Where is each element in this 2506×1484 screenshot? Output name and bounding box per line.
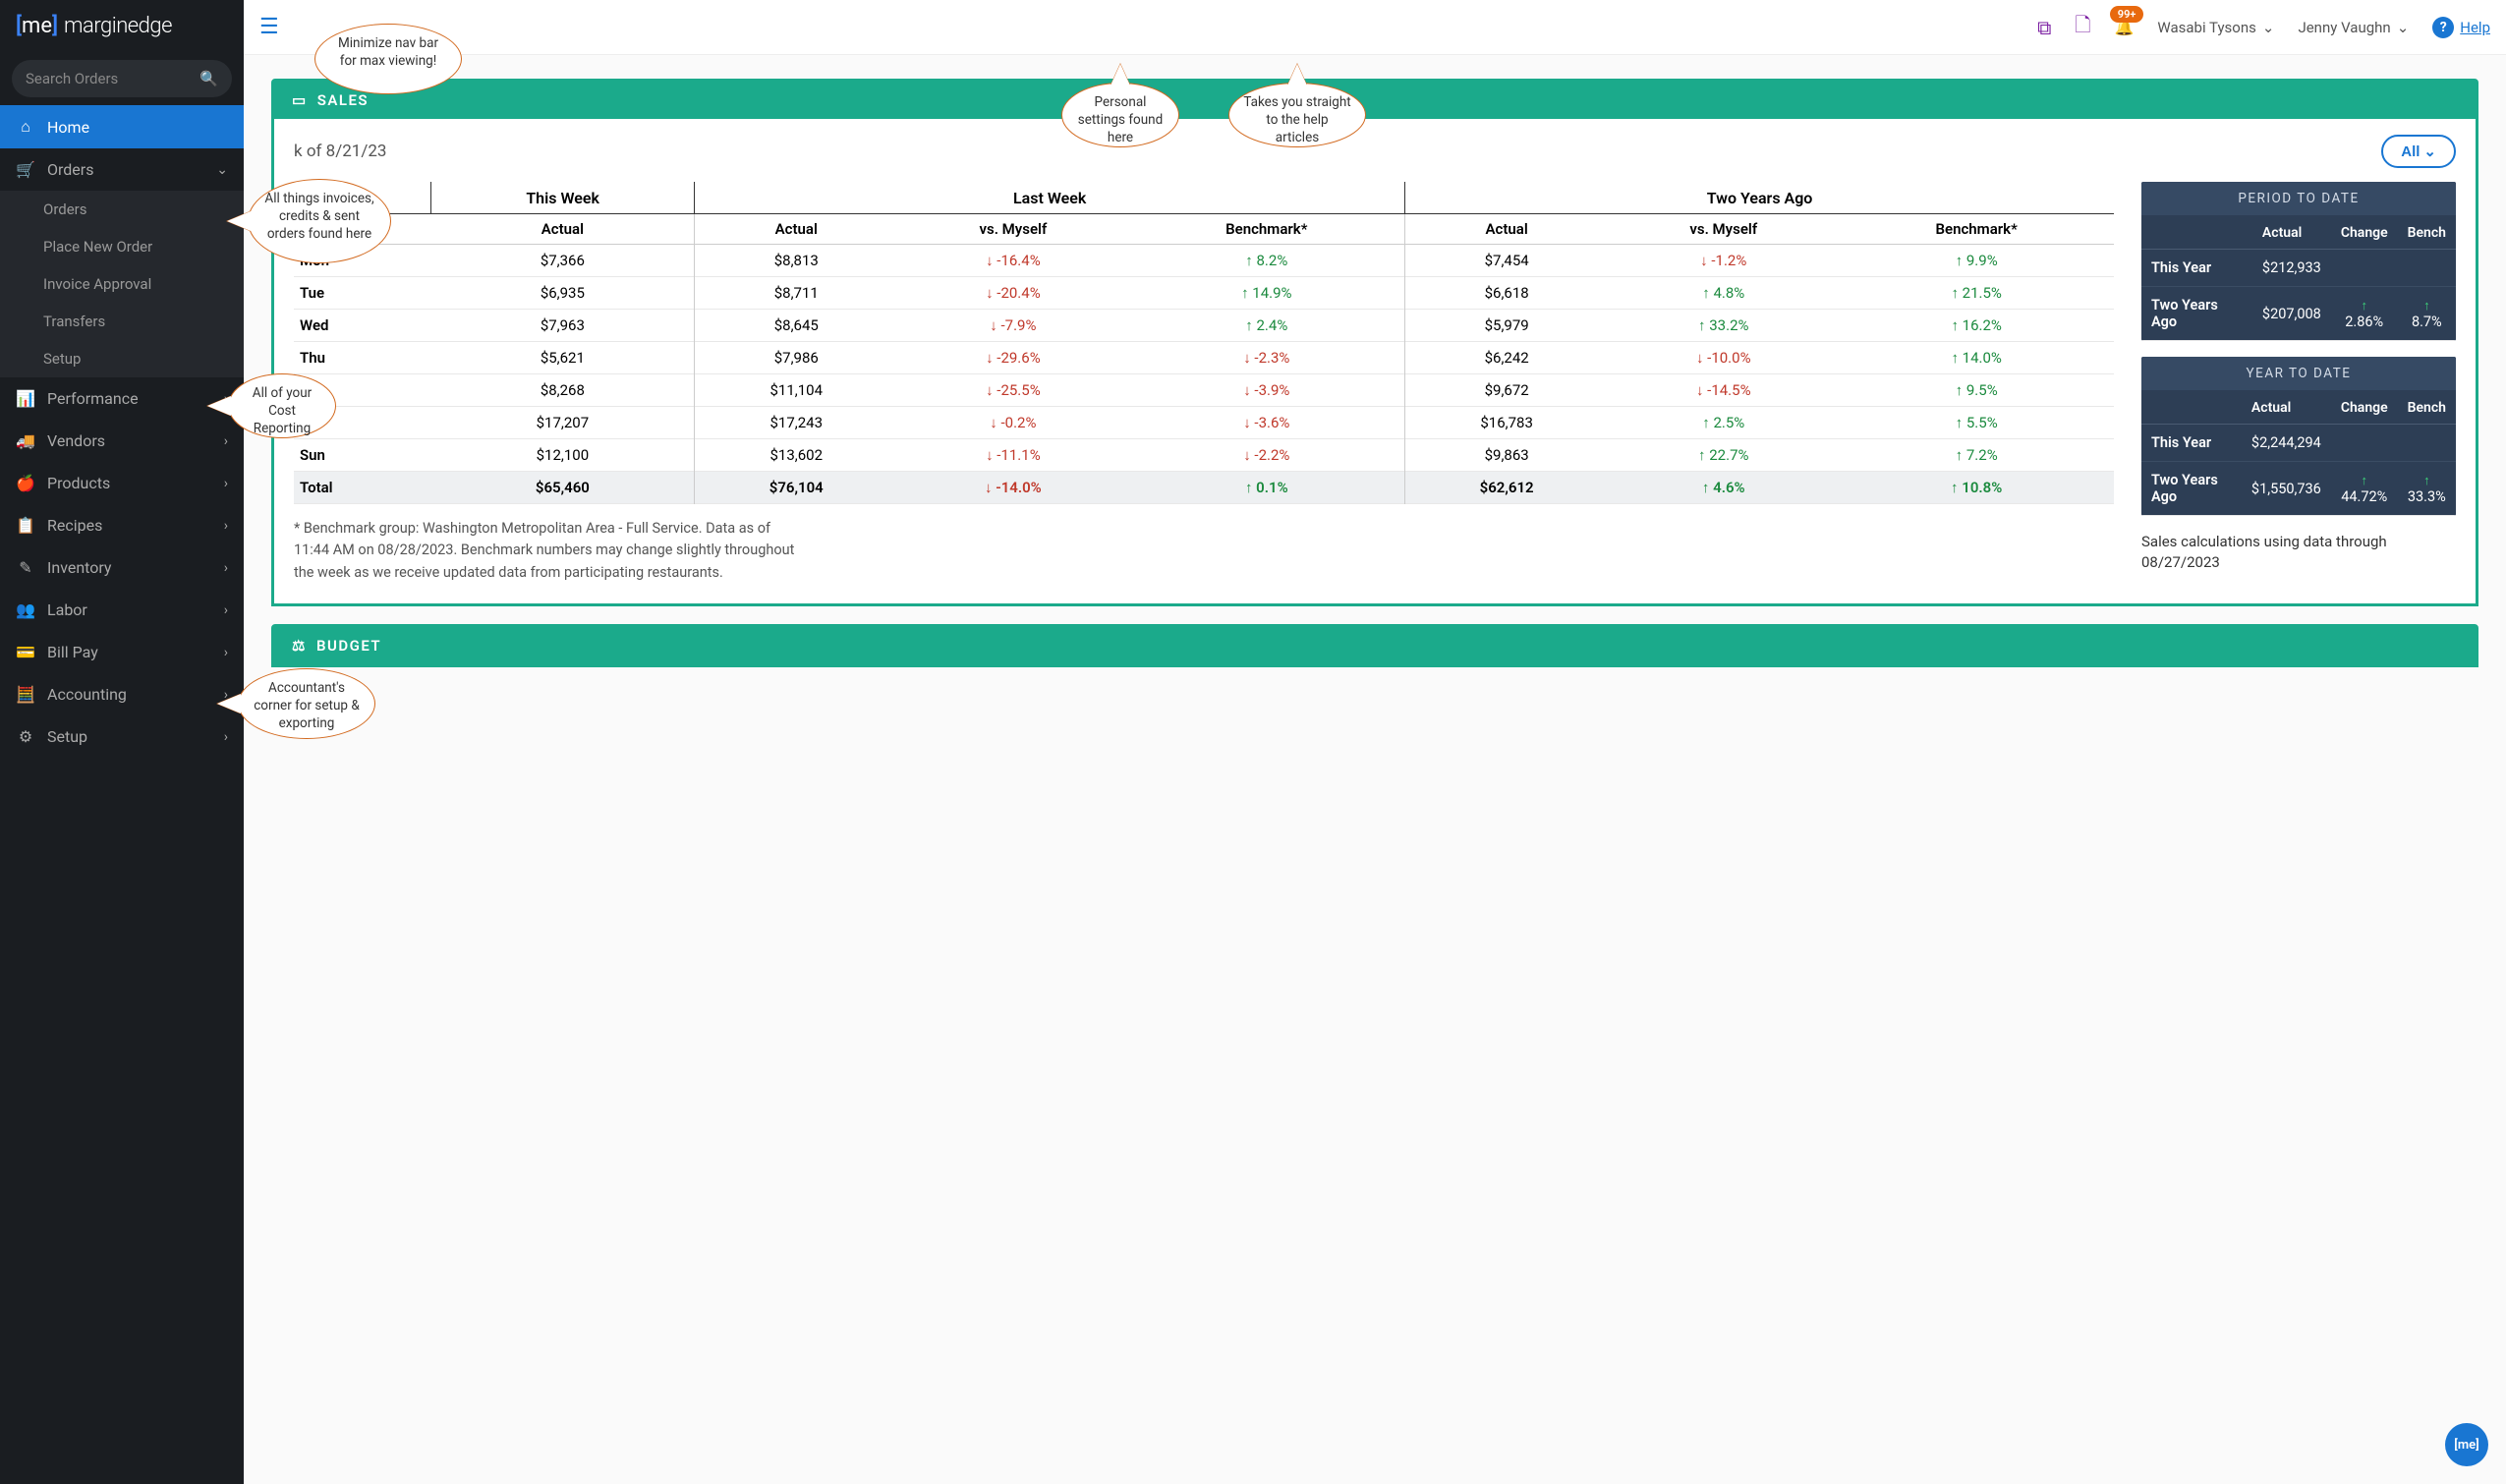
money-icon: ▭ — [292, 91, 308, 109]
callout-accounting: Accountant's corner for setup & exportin… — [238, 668, 375, 739]
calc-note: Sales calculations using data through 08… — [2141, 532, 2456, 573]
topbar: ☰ ⧉ 🗋 🔔 99+ Wasabi Tysons ⌄ Jenny Vaughn… — [244, 0, 2506, 55]
gear-icon: ⚙ — [16, 727, 35, 746]
nav-home[interactable]: ⌂ Home — [0, 105, 244, 148]
chevron-right-icon: › — [224, 476, 228, 491]
callout-performance: All of your Cost Reporting — [228, 373, 336, 438]
search-icon: 🔍 — [199, 70, 218, 87]
chevron-right-icon: › — [224, 433, 228, 449]
orders-submenu: Orders Place New Order Invoice Approval … — [0, 191, 244, 377]
main: ☰ ⧉ 🗋 🔔 99+ Wasabi Tysons ⌄ Jenny Vaughn… — [244, 0, 2506, 1484]
orders-icon: 🛒 — [16, 160, 35, 179]
user-dropdown[interactable]: Jenny Vaughn ⌄ — [2298, 19, 2409, 36]
callout-hamburger: Minimize nav bar for max viewing! — [314, 24, 462, 94]
search-input[interactable]: Search Orders 🔍 — [12, 60, 232, 97]
table-row: Sun$12,100$13,602↓ -11.1%↓ -2.2%$9,863↑ … — [294, 439, 2114, 472]
nav-recipes[interactable]: 📋 Recipes › — [0, 504, 244, 546]
sub-orders[interactable]: Orders — [0, 191, 244, 228]
truck-icon: 🚚 — [16, 431, 35, 450]
sub-place-new-order[interactable]: Place New Order — [0, 228, 244, 265]
chevron-right-icon: › — [224, 645, 228, 660]
callout-user: Personal settings found here — [1061, 83, 1179, 147]
budget-header: ⚖ BUDGET — [274, 627, 2476, 664]
apple-icon: 🍎 — [16, 474, 35, 492]
hamburger-icon[interactable]: ☰ — [259, 15, 279, 39]
sales-header: ▭ SALES — [274, 82, 2476, 119]
nav-setup[interactable]: ⚙ Setup › — [0, 715, 244, 758]
chevron-right-icon: › — [224, 560, 228, 576]
callout-orders: All things invoices, credits & sent orde… — [248, 179, 391, 263]
table-row: Sat$17,207$17,243↓ -0.2%↓ -3.6%$16,783↑ … — [294, 407, 2114, 439]
sub-invoice-approval[interactable]: Invoice Approval — [0, 265, 244, 303]
nav-accounting[interactable]: 🧮 Accounting › — [0, 673, 244, 715]
fab-button[interactable]: [me] — [2445, 1423, 2488, 1466]
year-to-date-box: YEAR TO DATE . Actual Change Bench This … — [2141, 357, 2456, 516]
chevron-right-icon: › — [224, 602, 228, 618]
logo[interactable]: [me] marginedge — [0, 0, 244, 52]
week-of-label: k of 8/21/23 — [294, 142, 386, 161]
edit-icon: ✎ — [16, 558, 35, 577]
sidebar: [me] marginedge Search Orders 🔍 ⌂ Home 🛒… — [0, 0, 244, 1484]
chevron-down-icon: ⌄ — [2262, 19, 2275, 36]
table-row: This Year$212,933 — [2141, 250, 2456, 287]
chevron-down-icon: ⌄ — [2397, 19, 2410, 36]
document-icon[interactable]: 🗋 — [2075, 11, 2090, 44]
list-icon: 📋 — [16, 516, 35, 535]
chart-icon: 📊 — [16, 389, 35, 408]
calculator-icon: 🧮 — [16, 685, 35, 704]
scale-icon: ⚖ — [292, 637, 307, 655]
location-dropdown[interactable]: Wasabi Tysons ⌄ — [2157, 19, 2274, 36]
nav-products[interactable]: 🍎 Products › — [0, 462, 244, 504]
chevron-down-icon: ⌄ — [216, 162, 228, 178]
notifications-button[interactable]: 🔔 99+ — [2114, 18, 2134, 36]
table-row: Wed$7,963$8,645↓ -7.9%↑ 2.4%$5,979↑ 33.2… — [294, 310, 2114, 342]
benchmark-note: * Benchmark group: Washington Metropolit… — [294, 518, 805, 584]
table-row: This Year$2,244,294 — [2141, 425, 2456, 462]
all-filter-button[interactable]: All ⌄ — [2381, 135, 2456, 168]
help-icon: ? — [2432, 17, 2454, 38]
people-icon: 👥 — [16, 600, 35, 619]
table-row: Thu$5,621$7,986↓ -29.6%↓ -2.3%$6,242↓ -1… — [294, 342, 2114, 374]
nav-vendors[interactable]: 🚚 Vendors › — [0, 420, 244, 462]
chevron-right-icon: › — [224, 729, 228, 745]
card-icon: 💳 — [16, 643, 35, 661]
copy-icon[interactable]: ⧉ — [2037, 16, 2051, 39]
period-to-date-box: PERIOD TO DATE . Actual Change Bench Thi… — [2141, 182, 2456, 341]
table-row: Two Years Ago$207,008↑2.86%↑8.7% — [2141, 287, 2456, 341]
table-row: Fri$8,268$11,104↓ -25.5%↓ -3.9%$9,672↓ -… — [294, 374, 2114, 407]
sub-setup[interactable]: Setup — [0, 340, 244, 377]
nav-inventory[interactable]: ✎ Inventory › — [0, 546, 244, 589]
table-row: Mon$7,366$8,813↓ -16.4%↑ 8.2%$7,454↓ -1.… — [294, 245, 2114, 277]
home-icon: ⌂ — [16, 117, 35, 137]
table-row: Tue$6,935$8,711↓ -20.4%↑ 14.9%$6,618↑ 4.… — [294, 277, 2114, 310]
content: ▭ SALES k of 8/21/23 All ⌄ — [244, 55, 2506, 1484]
notification-badge: 99+ — [2110, 6, 2144, 23]
nav-orders[interactable]: 🛒 Orders ⌄ — [0, 148, 244, 191]
table-row: Two Years Ago$1,550,736↑44.72%↑33.3% — [2141, 462, 2456, 516]
nav-billpay[interactable]: 💳 Bill Pay › — [0, 631, 244, 673]
nav-labor[interactable]: 👥 Labor › — [0, 589, 244, 631]
callout-help: Takes you straight to the help articles — [1228, 83, 1366, 147]
chevron-down-icon: ⌄ — [2423, 143, 2436, 160]
help-link[interactable]: ? Help — [2432, 17, 2490, 38]
sub-transfers[interactable]: Transfers — [0, 303, 244, 340]
budget-panel: ⚖ BUDGET — [271, 624, 2478, 667]
sales-panel: ▭ SALES k of 8/21/23 All ⌄ — [271, 79, 2478, 606]
sales-table: This Week Last Week Two Years Ago Actual… — [294, 182, 2114, 584]
table-row: Total$65,460$76,104↓ -14.0%↑ 0.1%$62,612… — [294, 472, 2114, 504]
chevron-right-icon: › — [224, 518, 228, 534]
